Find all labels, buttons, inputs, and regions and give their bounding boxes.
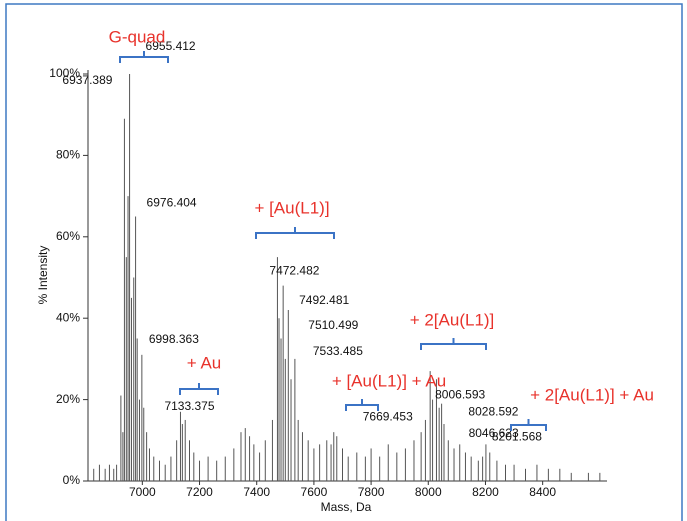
- group-label: + 2[Au(L1)] + Au: [530, 385, 654, 404]
- peak-label: 7133.375: [164, 399, 214, 413]
- peak-label: 6955.412: [146, 39, 196, 53]
- group-label: + 2[Au(L1)]: [410, 310, 495, 329]
- x-tick-label: 7400: [243, 485, 270, 499]
- x-tick-label: 8000: [415, 485, 442, 499]
- peak-label: 7533.485: [313, 344, 363, 358]
- peak-label: 8006.593: [435, 387, 485, 401]
- x-tick-label: 7000: [129, 485, 156, 499]
- y-tick-label: 80%: [56, 148, 80, 162]
- x-tick-label: 7200: [186, 485, 213, 499]
- group-label: + Au: [187, 353, 222, 372]
- y-tick-label: 0%: [63, 473, 81, 487]
- x-tick-label: 7800: [358, 485, 385, 499]
- peak-label: 8046.623: [469, 426, 519, 440]
- x-tick-label: 8200: [472, 485, 499, 499]
- x-tick-label: 7600: [301, 485, 328, 499]
- bracket: [255, 227, 335, 239]
- peak-label: 7472.482: [269, 263, 319, 277]
- y-tick-label: 100%: [49, 66, 80, 80]
- bracket: [420, 338, 487, 350]
- peak-label: 6998.363: [149, 332, 199, 346]
- bracket: [345, 399, 379, 411]
- group-label: + [Au(L1)] + Au: [332, 371, 446, 390]
- peak-label: 8028.592: [468, 404, 518, 418]
- peak-label: 6976.404: [147, 196, 197, 210]
- x-axis-label: Mass, Da: [321, 500, 372, 514]
- peak-label: 7669.453: [363, 409, 413, 423]
- peak-label: 7510.499: [308, 318, 358, 332]
- x-tick-label: 8400: [529, 485, 556, 499]
- y-tick-label: 20%: [56, 392, 80, 406]
- group-label: + [Au(L1)]: [254, 198, 329, 217]
- bracket: [510, 419, 547, 431]
- group-label: G-quad: [109, 27, 166, 46]
- y-axis-label: % Intensity: [36, 246, 50, 305]
- bracket: [119, 51, 169, 63]
- peak-label: 7492.481: [299, 293, 349, 307]
- y-tick-label: 60%: [56, 229, 80, 243]
- frame: [5, 3, 683, 521]
- y-tick-label: 40%: [56, 310, 80, 324]
- bracket: [179, 383, 219, 395]
- peak-label: 8201.568: [492, 430, 542, 444]
- peak-label: 6937.389: [62, 73, 112, 87]
